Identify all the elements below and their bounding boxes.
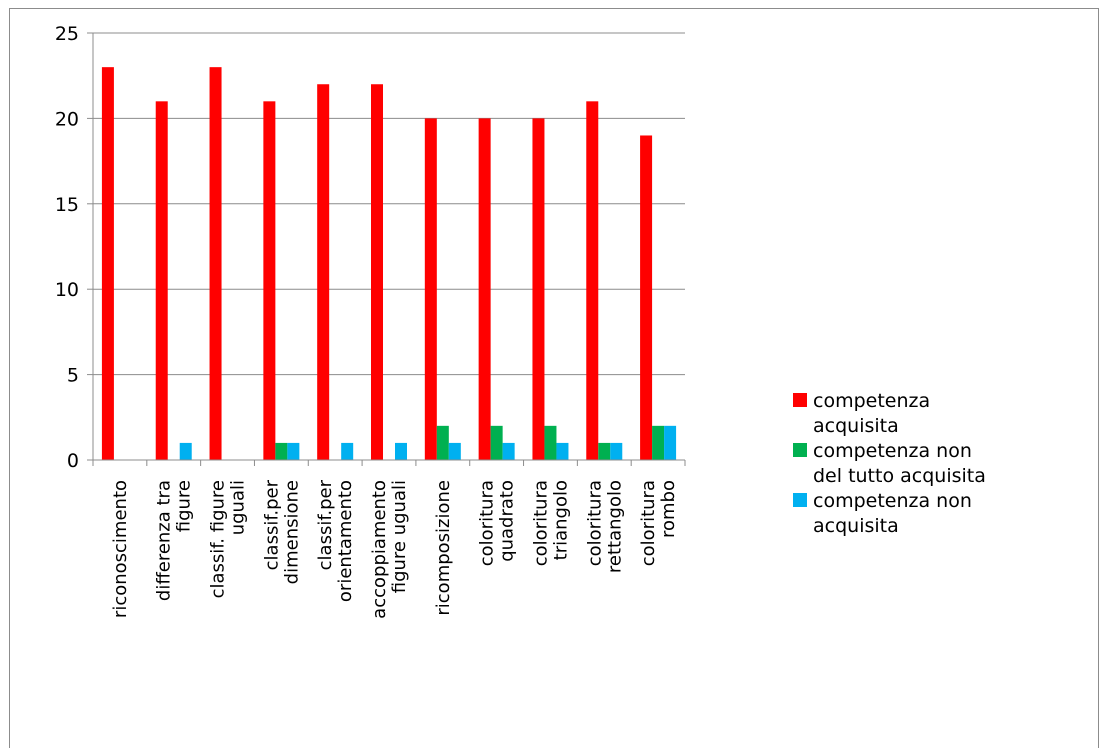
bar (598, 442, 611, 460)
bar (275, 442, 288, 460)
x-tick-label: rettangolo (604, 480, 625, 573)
bar (586, 101, 599, 460)
bar (610, 442, 623, 460)
legend-label: competenza non (813, 490, 972, 512)
bar (395, 442, 407, 460)
legend-swatch (793, 393, 807, 407)
bars (101, 67, 677, 461)
bar (155, 101, 168, 460)
axes (87, 32, 686, 466)
y-tick-label: 15 (55, 194, 79, 216)
x-tick-label: uguali (228, 480, 249, 535)
bar (502, 442, 515, 460)
bar (287, 442, 300, 460)
bar (652, 425, 665, 460)
legend-label: del tutto acquisita (813, 465, 986, 487)
x-tick-label: classif.per (261, 479, 282, 570)
y-axis-ticks: 0 5 10 15 20 25 (55, 23, 79, 472)
chart-frame (9, 8, 1099, 748)
bar (532, 118, 545, 461)
y-tick-label: 20 (55, 108, 79, 130)
legend: competenza acquisita competenza non del tut… (793, 390, 986, 537)
bar (317, 84, 330, 461)
x-tick-label: classif. figure (208, 480, 229, 598)
bar (556, 442, 569, 460)
y-tick-label: 25 (55, 23, 79, 45)
legend-swatch (793, 443, 807, 457)
x-tick-label: differenza tra (154, 480, 175, 601)
bar (436, 425, 449, 460)
x-axis-labels: riconoscimento differenza tra figure classi… (110, 479, 679, 618)
x-tick-label: orientamento (335, 480, 356, 602)
bar (544, 425, 557, 460)
x-tick-label: coloritura (530, 480, 551, 566)
bar (640, 135, 653, 461)
x-tick-label: coloritura (584, 480, 605, 566)
bar (424, 118, 437, 461)
x-tick-label: figure (174, 480, 195, 532)
x-tick-label: rombo (658, 480, 679, 538)
bar (179, 442, 192, 460)
legend-label: acquisita (813, 515, 899, 537)
x-tick-label: dimensione (281, 480, 302, 584)
legend-label: competenza non (813, 440, 972, 462)
y-tick-label: 10 (55, 279, 79, 301)
x-tick-label: quadrato (497, 480, 518, 562)
x-tick-label: accoppiamento (369, 480, 390, 619)
legend-label: acquisita (813, 415, 899, 437)
x-tick-label: triangolo (550, 480, 571, 560)
x-tick-label: riconoscimento (110, 480, 131, 618)
y-tick-label: 5 (67, 365, 79, 387)
bar (664, 425, 677, 460)
bar (209, 67, 222, 460)
bar (263, 101, 276, 460)
bar (341, 442, 354, 460)
bar (490, 425, 503, 460)
x-tick-label: ricomposizione (433, 480, 454, 616)
bar (478, 118, 491, 461)
x-tick-label: figure uguali (389, 480, 410, 593)
y-tick-label: 0 (67, 450, 79, 472)
legend-label: competenza (813, 390, 930, 412)
x-tick-label: coloritura (477, 480, 498, 566)
x-tick-label: classif.per (315, 479, 336, 570)
bar (101, 67, 114, 460)
legend-swatch (793, 493, 807, 507)
bar (371, 84, 383, 461)
bar (448, 442, 461, 460)
x-tick-label: coloritura (638, 480, 659, 566)
